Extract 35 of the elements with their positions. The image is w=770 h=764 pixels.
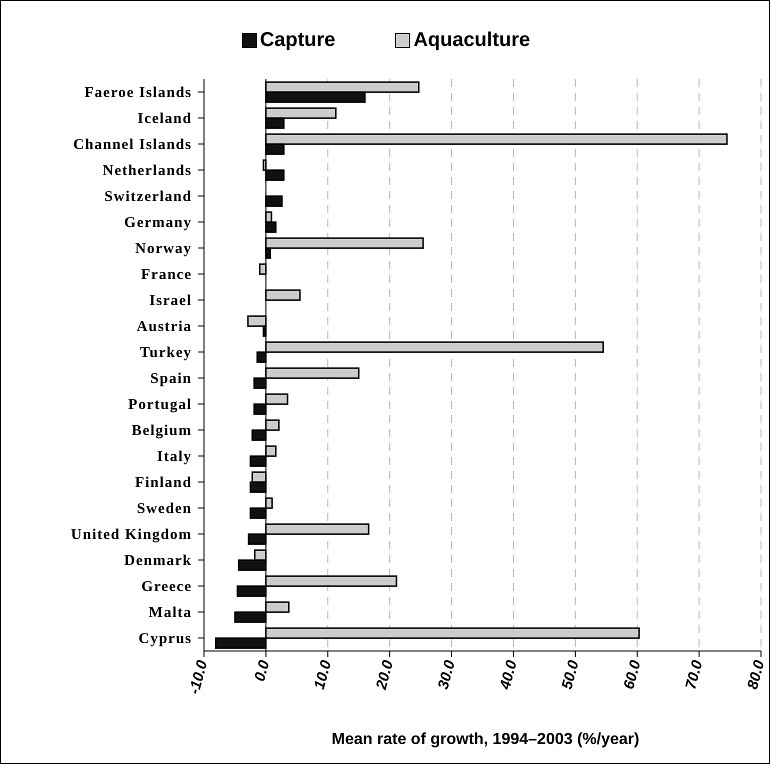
legend-label: Capture — [260, 29, 336, 52]
y-tick-label: Austria — [136, 319, 192, 335]
x-tick-label: -10.0 — [186, 658, 212, 696]
y-tick-label: Cyprus — [138, 631, 192, 647]
y-tick-label: Italy — [157, 449, 192, 465]
legend-label: Aquaculture — [413, 29, 530, 52]
y-tick-label: Spain — [150, 371, 192, 387]
y-tick-label: Malta — [148, 605, 192, 621]
y-tick-label: Norway — [135, 241, 192, 257]
y-tick-label: Germany — [124, 215, 192, 231]
x-tick-label: 20.0 — [372, 658, 398, 692]
y-tick-label: Iceland — [137, 111, 192, 127]
y-tick-label: Turkey — [140, 345, 192, 361]
x-tick-label: 30.0 — [434, 658, 459, 692]
y-tick-label: Faeroe Islands — [84, 85, 192, 101]
y-tick-label: Switzerland — [104, 189, 192, 205]
y-tick-label: France — [141, 267, 192, 283]
x-tick-label: 40.0 — [496, 658, 521, 692]
y-tick-label: Netherlands — [102, 163, 192, 179]
y-tick-label: Sweden — [136, 501, 192, 517]
x-tick-label: 60.0 — [620, 658, 645, 692]
y-tick-label: Channel Islands — [73, 137, 192, 153]
y-tick-label: Denmark — [124, 553, 192, 569]
y-tick-label: Israel — [149, 293, 192, 309]
y-tick-label: Greece — [141, 579, 192, 595]
y-tick-label: Finland — [134, 475, 192, 491]
x-axis-title: Mean rate of growth, 1994–2003 (%/year) — [330, 731, 640, 749]
x-tick-label: 10.0 — [311, 658, 336, 692]
x-tick-label: 80.0 — [744, 658, 768, 692]
x-tick-label: 70.0 — [682, 658, 706, 692]
x-tick-label: 0.0 — [251, 658, 274, 684]
x-tick-label: 50.0 — [558, 658, 583, 692]
y-tick-label: United Kingdom — [70, 527, 192, 543]
y-tick-label: Belgium — [132, 423, 192, 439]
y-tick-label: Portugal — [128, 397, 192, 413]
